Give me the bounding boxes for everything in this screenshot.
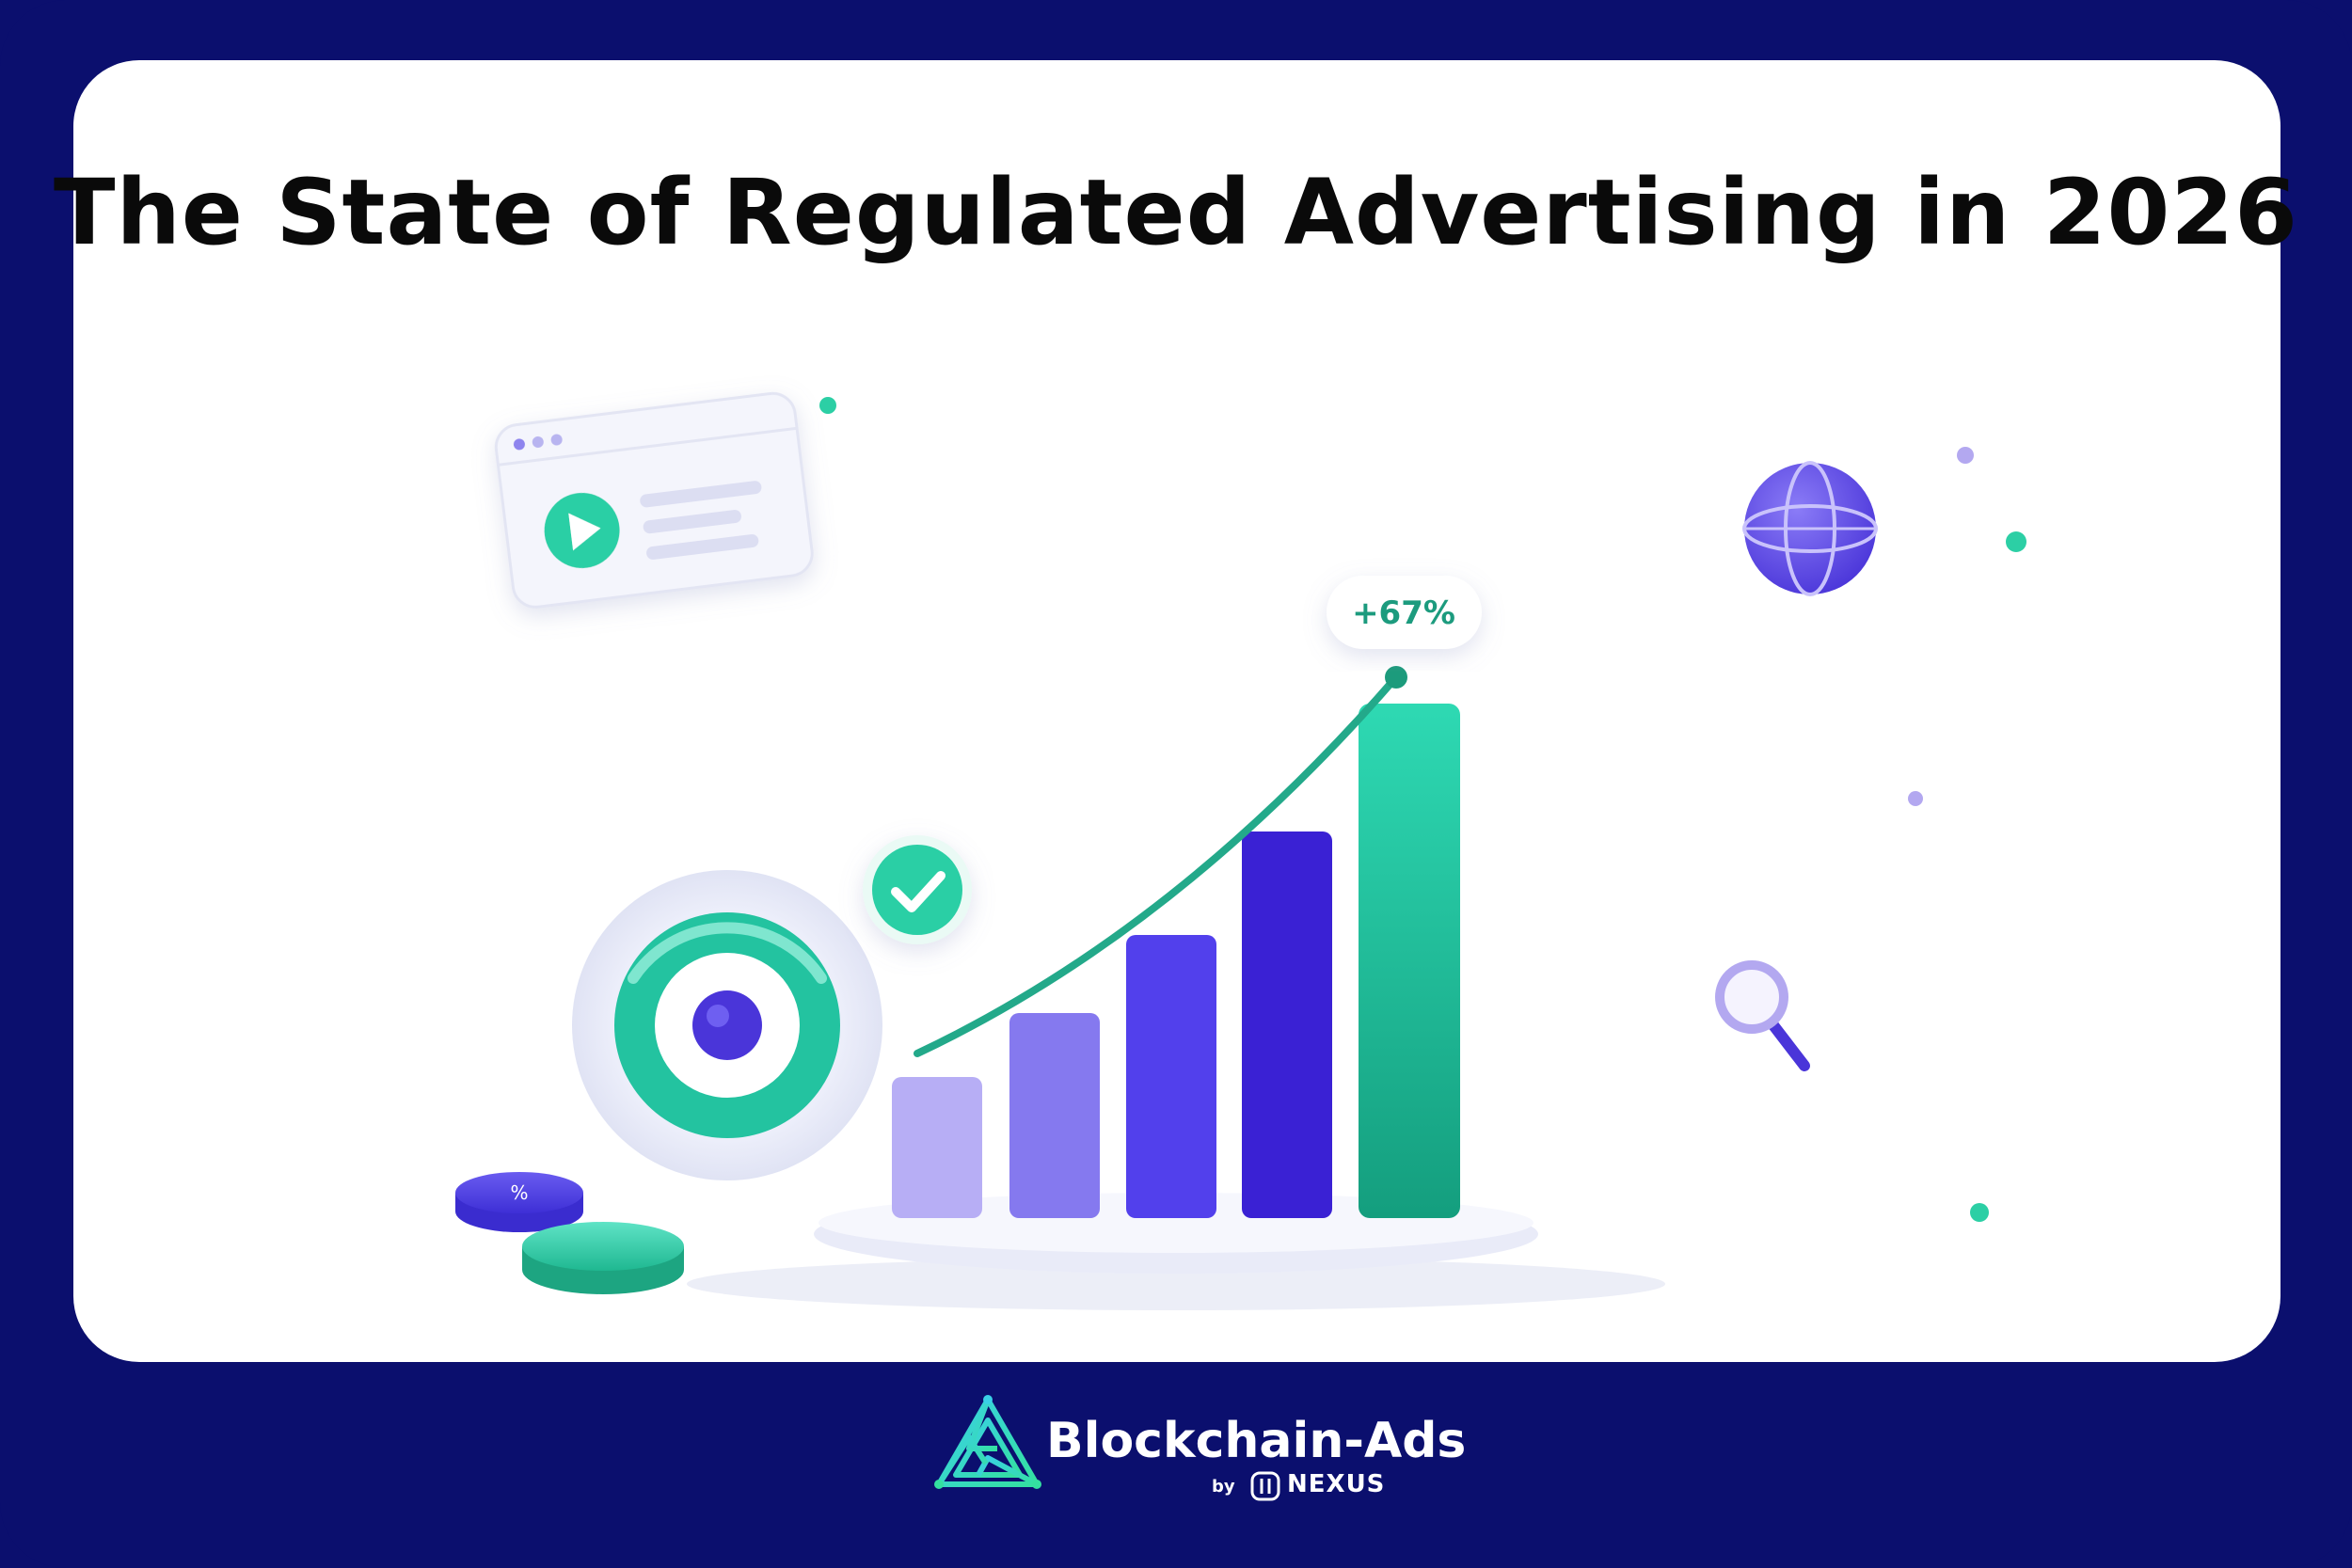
checkmark-icon bbox=[863, 835, 972, 944]
brand-footer: Blockchain-Ads by NEXUS bbox=[931, 1392, 1466, 1514]
video-player-icon bbox=[494, 391, 814, 609]
page-title: The State of Regulated Advertising in 20… bbox=[54, 160, 2298, 265]
decor-dot bbox=[1970, 1203, 1989, 1222]
coin-label: % bbox=[510, 1181, 528, 1204]
magnifier-icon bbox=[1715, 960, 1810, 1071]
logo-icon bbox=[934, 1395, 1041, 1489]
brand-by: by bbox=[1212, 1477, 1235, 1497]
decor-dot bbox=[819, 397, 836, 414]
partner-name: NEXUS bbox=[1287, 1470, 1386, 1498]
trend-line bbox=[914, 673, 1400, 1057]
bar-5 bbox=[1359, 704, 1460, 1218]
brand-name: Blockchain-Ads bbox=[1046, 1413, 1467, 1469]
growth-badge-text: +67% bbox=[1352, 594, 1455, 632]
trend-endpoint bbox=[1385, 666, 1407, 689]
bar-3 bbox=[1126, 935, 1216, 1218]
nexus-logo-icon bbox=[1250, 1471, 1280, 1501]
decor-dot bbox=[1908, 791, 1923, 806]
ground-shadow bbox=[687, 1258, 1665, 1310]
bar-1 bbox=[892, 1077, 982, 1218]
growth-badge: +67% bbox=[1327, 576, 1482, 649]
coin-stack: % bbox=[455, 1172, 684, 1294]
target-icon bbox=[572, 870, 882, 1180]
bar-4 bbox=[1242, 832, 1332, 1218]
globe-icon bbox=[1742, 461, 1878, 596]
bar-2 bbox=[1009, 1013, 1100, 1218]
chart-platform-top bbox=[818, 1193, 1534, 1253]
decor-dot bbox=[1957, 447, 1974, 464]
decor-dot bbox=[2006, 531, 2026, 552]
